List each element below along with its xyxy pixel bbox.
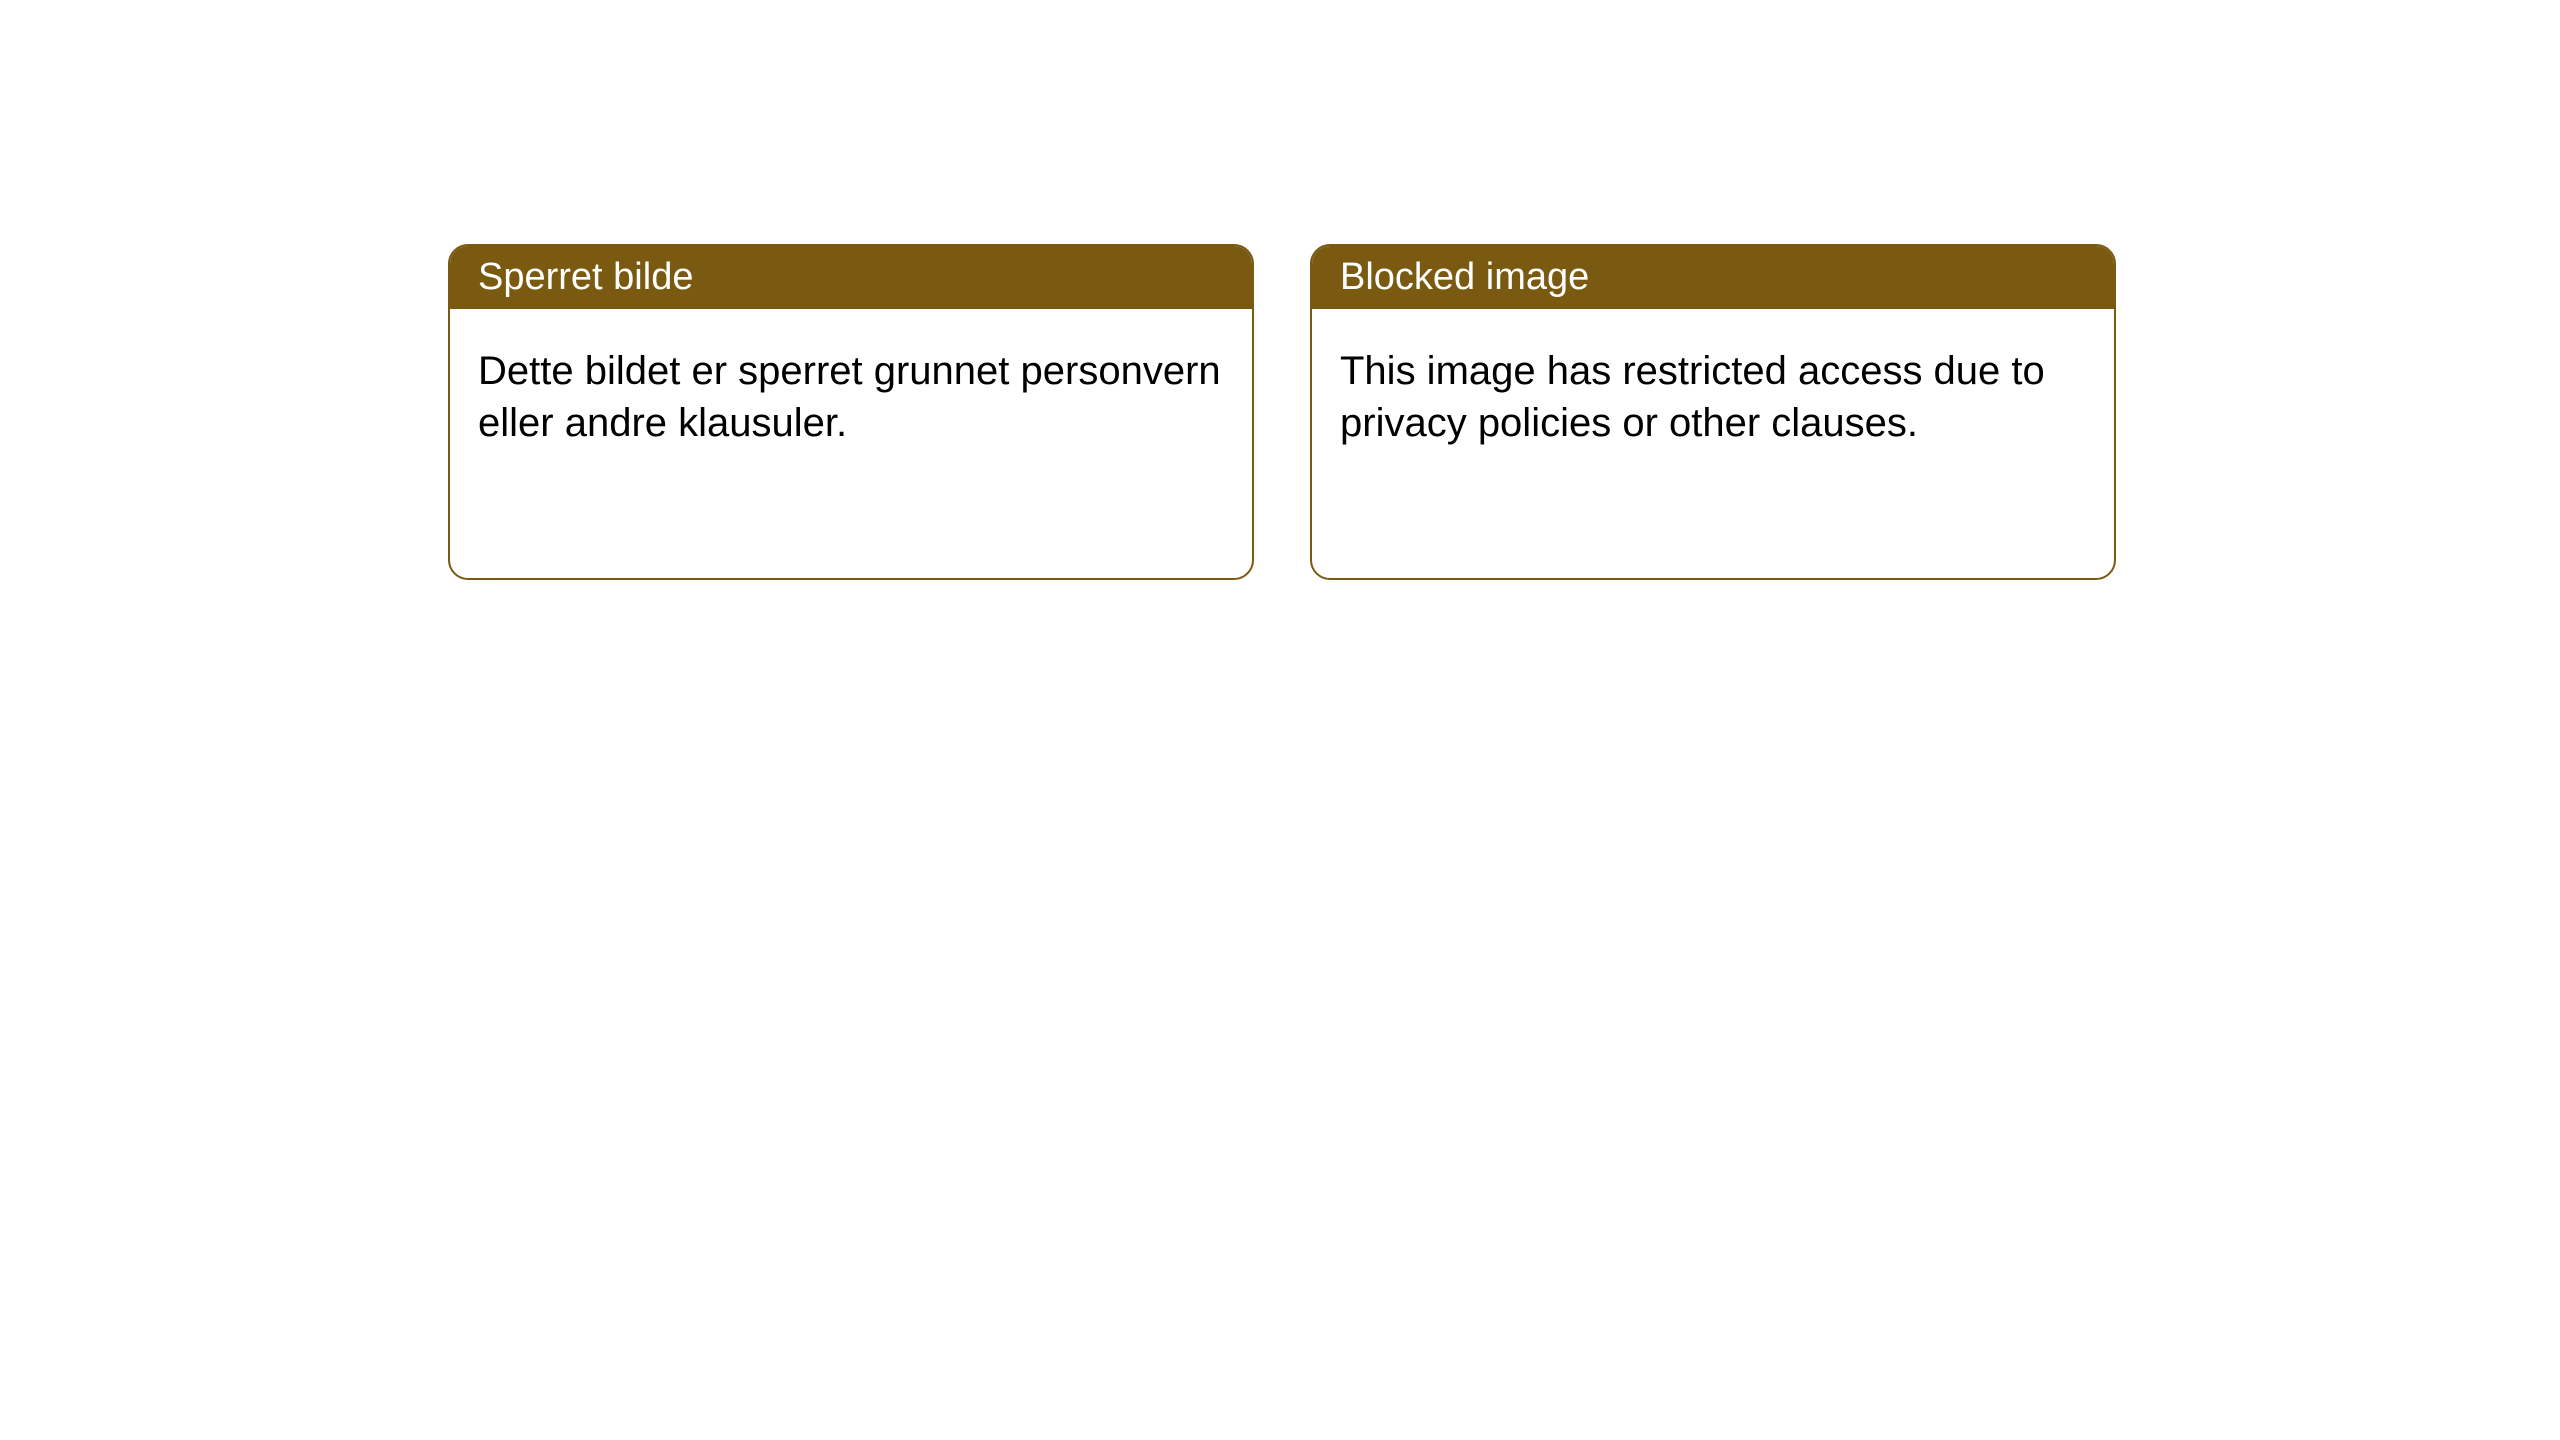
notice-container: Sperret bilde Dette bildet er sperret gr… [0, 0, 2560, 580]
card-body-text: Dette bildet er sperret grunnet personve… [478, 349, 1221, 445]
card-header: Sperret bilde [450, 246, 1252, 309]
card-title: Sperret bilde [478, 256, 693, 298]
notice-card-english: Blocked image This image has restricted … [1310, 244, 2116, 580]
card-body-text: This image has restricted access due to … [1340, 349, 2045, 445]
card-header: Blocked image [1312, 246, 2114, 309]
notice-card-norwegian: Sperret bilde Dette bildet er sperret gr… [448, 244, 1254, 580]
card-title: Blocked image [1340, 256, 1589, 298]
card-body: This image has restricted access due to … [1312, 309, 2114, 485]
card-body: Dette bildet er sperret grunnet personve… [450, 309, 1252, 485]
